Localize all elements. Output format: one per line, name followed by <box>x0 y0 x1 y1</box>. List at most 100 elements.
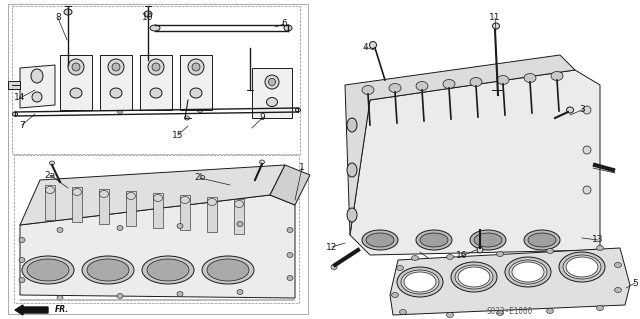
Ellipse shape <box>70 88 82 98</box>
Ellipse shape <box>237 290 243 294</box>
Text: 5: 5 <box>632 278 638 287</box>
Ellipse shape <box>366 233 394 247</box>
Ellipse shape <box>397 265 403 271</box>
Text: 12: 12 <box>326 242 338 251</box>
Ellipse shape <box>22 256 74 284</box>
Bar <box>12 6 300 154</box>
Bar <box>14 155 299 303</box>
Polygon shape <box>140 55 172 110</box>
Polygon shape <box>20 65 55 108</box>
Ellipse shape <box>192 63 200 71</box>
Text: FR.: FR. <box>55 306 69 315</box>
Polygon shape <box>180 55 212 110</box>
Text: 10: 10 <box>142 13 154 23</box>
Bar <box>207 197 217 232</box>
Polygon shape <box>60 55 92 110</box>
Bar <box>153 193 163 228</box>
Ellipse shape <box>269 78 275 85</box>
Ellipse shape <box>455 265 493 289</box>
Text: 7: 7 <box>19 121 25 130</box>
Ellipse shape <box>150 88 162 98</box>
Ellipse shape <box>497 310 504 315</box>
Ellipse shape <box>154 195 163 202</box>
Ellipse shape <box>614 263 621 268</box>
Text: S033-E1000: S033-E1000 <box>487 308 533 316</box>
Ellipse shape <box>177 292 183 296</box>
Bar <box>72 187 82 222</box>
Polygon shape <box>345 55 575 235</box>
Ellipse shape <box>237 221 243 226</box>
Polygon shape <box>20 195 295 298</box>
Ellipse shape <box>148 59 164 75</box>
Ellipse shape <box>447 313 454 317</box>
Ellipse shape <box>87 259 129 281</box>
Ellipse shape <box>493 23 499 29</box>
Text: 15: 15 <box>172 130 184 139</box>
Ellipse shape <box>207 259 249 281</box>
Ellipse shape <box>19 238 25 242</box>
Ellipse shape <box>207 198 216 205</box>
Bar <box>180 195 190 230</box>
Polygon shape <box>350 70 600 255</box>
Ellipse shape <box>284 25 292 31</box>
Ellipse shape <box>99 190 109 197</box>
Text: 2a: 2a <box>44 170 56 180</box>
Ellipse shape <box>412 256 419 261</box>
Bar <box>8 81 20 89</box>
Ellipse shape <box>404 272 436 292</box>
Ellipse shape <box>68 59 84 75</box>
Ellipse shape <box>583 186 591 194</box>
Ellipse shape <box>82 256 134 284</box>
Ellipse shape <box>150 25 160 31</box>
Ellipse shape <box>362 230 398 250</box>
Bar <box>234 199 244 234</box>
Polygon shape <box>20 165 285 225</box>
Ellipse shape <box>497 76 509 85</box>
Polygon shape <box>390 248 630 315</box>
Ellipse shape <box>177 224 183 228</box>
Ellipse shape <box>198 109 202 113</box>
Ellipse shape <box>362 85 374 94</box>
Text: 9: 9 <box>259 114 265 122</box>
Ellipse shape <box>596 246 604 250</box>
Ellipse shape <box>524 230 560 250</box>
Bar <box>252 68 292 118</box>
Ellipse shape <box>13 112 17 116</box>
Ellipse shape <box>470 78 482 86</box>
Ellipse shape <box>202 256 254 284</box>
Ellipse shape <box>64 9 72 15</box>
Polygon shape <box>100 55 132 110</box>
Ellipse shape <box>347 118 357 132</box>
FancyArrow shape <box>15 305 48 315</box>
Bar <box>45 185 55 220</box>
Ellipse shape <box>505 257 551 287</box>
Ellipse shape <box>369 41 376 48</box>
Ellipse shape <box>392 293 399 298</box>
Ellipse shape <box>397 267 443 297</box>
Ellipse shape <box>547 308 554 314</box>
Ellipse shape <box>566 107 573 113</box>
Ellipse shape <box>296 108 301 112</box>
Text: 13: 13 <box>592 235 604 244</box>
Ellipse shape <box>259 160 264 164</box>
Ellipse shape <box>528 233 556 247</box>
Ellipse shape <box>117 293 123 299</box>
Ellipse shape <box>566 257 598 277</box>
Ellipse shape <box>399 309 406 315</box>
Ellipse shape <box>180 197 189 204</box>
Text: 3: 3 <box>579 106 585 115</box>
Ellipse shape <box>32 92 42 102</box>
Text: 6: 6 <box>281 19 287 28</box>
Ellipse shape <box>144 11 152 17</box>
Ellipse shape <box>112 63 120 71</box>
Ellipse shape <box>614 287 621 293</box>
Ellipse shape <box>117 226 123 231</box>
Ellipse shape <box>596 306 604 310</box>
Text: 4: 4 <box>362 42 368 51</box>
Ellipse shape <box>451 262 497 292</box>
Ellipse shape <box>118 110 122 114</box>
Polygon shape <box>270 165 310 205</box>
Ellipse shape <box>401 270 439 294</box>
Ellipse shape <box>188 59 204 75</box>
Ellipse shape <box>72 63 80 71</box>
